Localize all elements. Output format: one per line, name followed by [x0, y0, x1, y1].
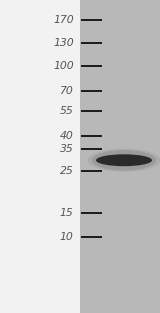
- Ellipse shape: [92, 150, 156, 171]
- Text: 10: 10: [60, 232, 74, 242]
- Text: 25: 25: [60, 166, 74, 176]
- Ellipse shape: [96, 154, 152, 166]
- Text: 55: 55: [60, 106, 74, 116]
- Text: 15: 15: [60, 208, 74, 218]
- Text: 170: 170: [53, 15, 74, 25]
- Text: 130: 130: [53, 38, 74, 48]
- Ellipse shape: [88, 149, 160, 172]
- Text: 100: 100: [53, 61, 74, 71]
- Text: 40: 40: [60, 131, 74, 141]
- Text: 70: 70: [60, 86, 74, 96]
- Bar: [80, 0, 160, 313]
- Bar: [0, 0, 80, 313]
- Text: 35: 35: [60, 144, 74, 154]
